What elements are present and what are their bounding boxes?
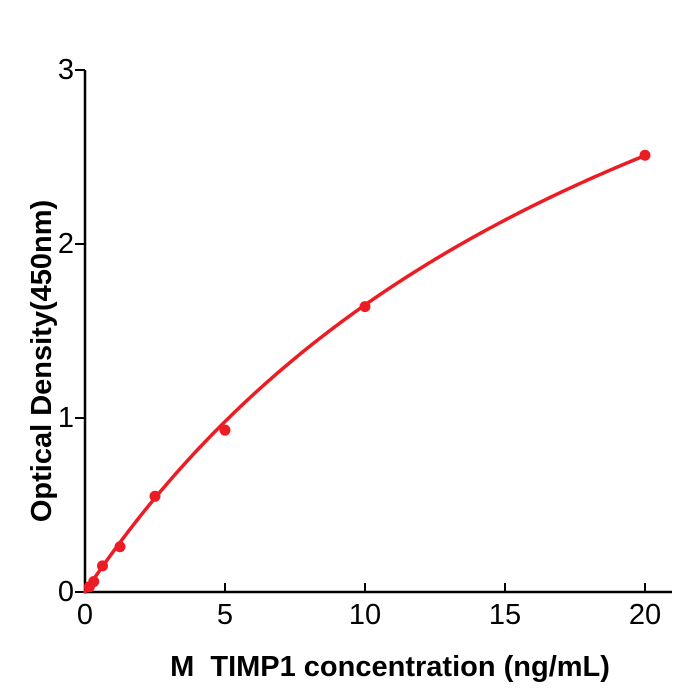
data-point	[114, 541, 126, 553]
data-point	[149, 490, 161, 502]
x-axis-title: M TIMP1 concentration (ng/mL)	[170, 651, 610, 683]
x-tick-label: 10	[349, 599, 381, 631]
x-tick-label: 5	[217, 599, 233, 631]
data-point	[639, 149, 651, 161]
x-axis-ticks: 0 5 10 15 20	[77, 583, 661, 631]
y-tick-label: 2	[58, 228, 74, 260]
y-tick-label: 1	[58, 402, 74, 434]
x-tick-label: 0	[77, 599, 93, 631]
y-axis-ticks: 0 1 2 3	[58, 54, 85, 608]
data-point	[97, 560, 108, 572]
x-tick-label: 20	[629, 599, 661, 631]
axes	[83, 70, 672, 594]
y-tick-label: 0	[58, 576, 74, 608]
data-point	[88, 576, 100, 588]
y-tick-label: 3	[58, 54, 74, 86]
fit-curve-line	[83, 153, 647, 594]
data-points	[83, 149, 651, 593]
data-point	[359, 301, 371, 313]
data-point	[219, 424, 231, 436]
y-axis-title: Optical Density(450nm)	[26, 200, 58, 522]
x-tick-label: 15	[489, 599, 521, 631]
